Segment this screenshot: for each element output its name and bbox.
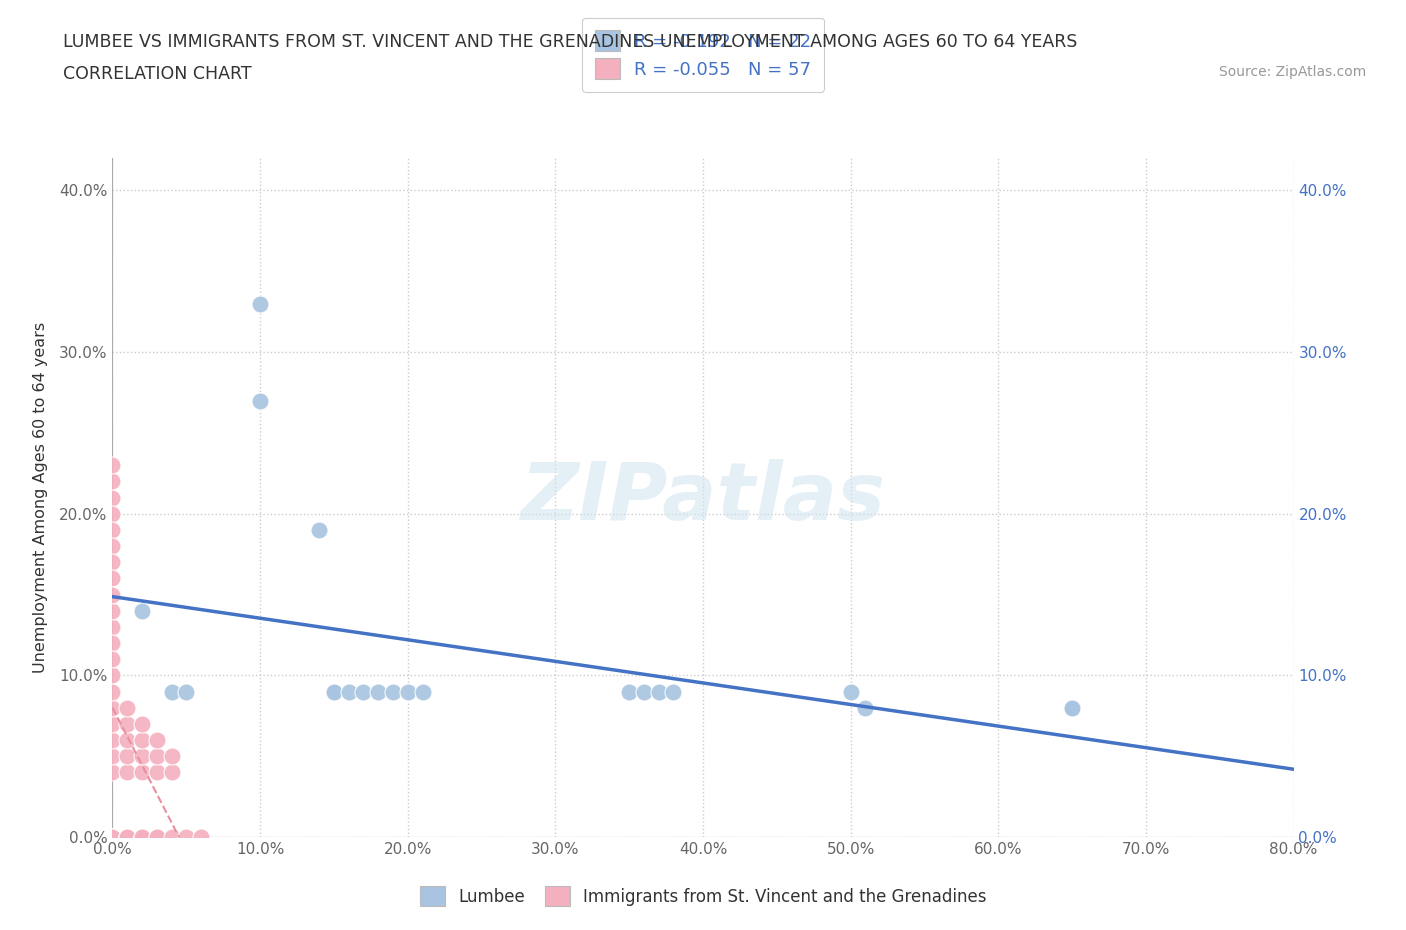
Point	[249, 296, 271, 311]
Point	[160, 749, 183, 764]
Legend: R = -0.192   N = 22, R = -0.055   N = 57: R = -0.192 N = 22, R = -0.055 N = 57	[582, 18, 824, 92]
Point	[117, 749, 138, 764]
Point	[117, 716, 138, 731]
Point	[101, 830, 124, 844]
Point	[101, 684, 124, 699]
Point	[101, 733, 124, 748]
Point	[174, 830, 197, 844]
Point	[855, 700, 877, 715]
Point	[1062, 700, 1084, 715]
Point	[101, 700, 124, 715]
Point	[101, 652, 124, 667]
Point	[367, 684, 389, 699]
Point	[101, 830, 124, 844]
Point	[190, 830, 212, 844]
Point	[633, 684, 655, 699]
Point	[131, 749, 153, 764]
Point	[101, 474, 124, 489]
Point	[160, 684, 183, 699]
Point	[101, 830, 124, 844]
Point	[101, 764, 124, 779]
Point	[101, 619, 124, 634]
Point	[146, 830, 169, 844]
Point	[101, 830, 124, 844]
Point	[117, 830, 138, 844]
Point	[131, 733, 153, 748]
Point	[101, 604, 124, 618]
Point	[131, 764, 153, 779]
Point	[647, 684, 671, 699]
Point	[117, 700, 138, 715]
Point	[160, 764, 183, 779]
Point	[101, 571, 124, 586]
Point	[101, 830, 124, 844]
Point	[101, 490, 124, 505]
Point	[101, 830, 124, 844]
Point	[146, 764, 169, 779]
Point	[131, 830, 153, 844]
Point	[662, 684, 685, 699]
Point	[174, 684, 197, 699]
Point	[117, 830, 138, 844]
Text: ZIPatlas: ZIPatlas	[520, 458, 886, 537]
Point	[352, 684, 374, 699]
Point	[117, 764, 138, 779]
Legend: Lumbee, Immigrants from St. Vincent and the Grenadines: Lumbee, Immigrants from St. Vincent and …	[413, 880, 993, 912]
Point	[101, 523, 124, 538]
Point	[101, 587, 124, 602]
Point	[146, 733, 169, 748]
Point	[411, 684, 433, 699]
Point	[101, 830, 124, 844]
Point	[101, 555, 124, 570]
Point	[146, 749, 169, 764]
Text: Source: ZipAtlas.com: Source: ZipAtlas.com	[1219, 65, 1367, 79]
Point	[308, 523, 330, 538]
Point	[396, 684, 419, 699]
Point	[101, 830, 124, 844]
Text: LUMBEE VS IMMIGRANTS FROM ST. VINCENT AND THE GRENADINES UNEMPLOYMENT AMONG AGES: LUMBEE VS IMMIGRANTS FROM ST. VINCENT AN…	[63, 33, 1077, 50]
Point	[323, 684, 346, 699]
Point	[1062, 700, 1084, 715]
Point	[146, 830, 169, 844]
Point	[249, 393, 271, 408]
Point	[323, 684, 346, 699]
Point	[101, 506, 124, 521]
Point	[101, 749, 124, 764]
Point	[131, 716, 153, 731]
Point	[839, 684, 862, 699]
Point	[101, 716, 124, 731]
Point	[101, 830, 124, 844]
Point	[117, 733, 138, 748]
Point	[160, 830, 183, 844]
Point	[117, 830, 138, 844]
Point	[101, 635, 124, 650]
Point	[101, 538, 124, 553]
Point	[619, 684, 641, 699]
Point	[117, 830, 138, 844]
Point	[382, 684, 405, 699]
Point	[101, 668, 124, 683]
Point	[101, 458, 124, 472]
Text: CORRELATION CHART: CORRELATION CHART	[63, 65, 252, 83]
Point	[131, 830, 153, 844]
Point	[117, 830, 138, 844]
Point	[337, 684, 360, 699]
Point	[131, 604, 153, 618]
Point	[101, 830, 124, 844]
Point	[131, 830, 153, 844]
Y-axis label: Unemployment Among Ages 60 to 64 years: Unemployment Among Ages 60 to 64 years	[32, 322, 48, 673]
